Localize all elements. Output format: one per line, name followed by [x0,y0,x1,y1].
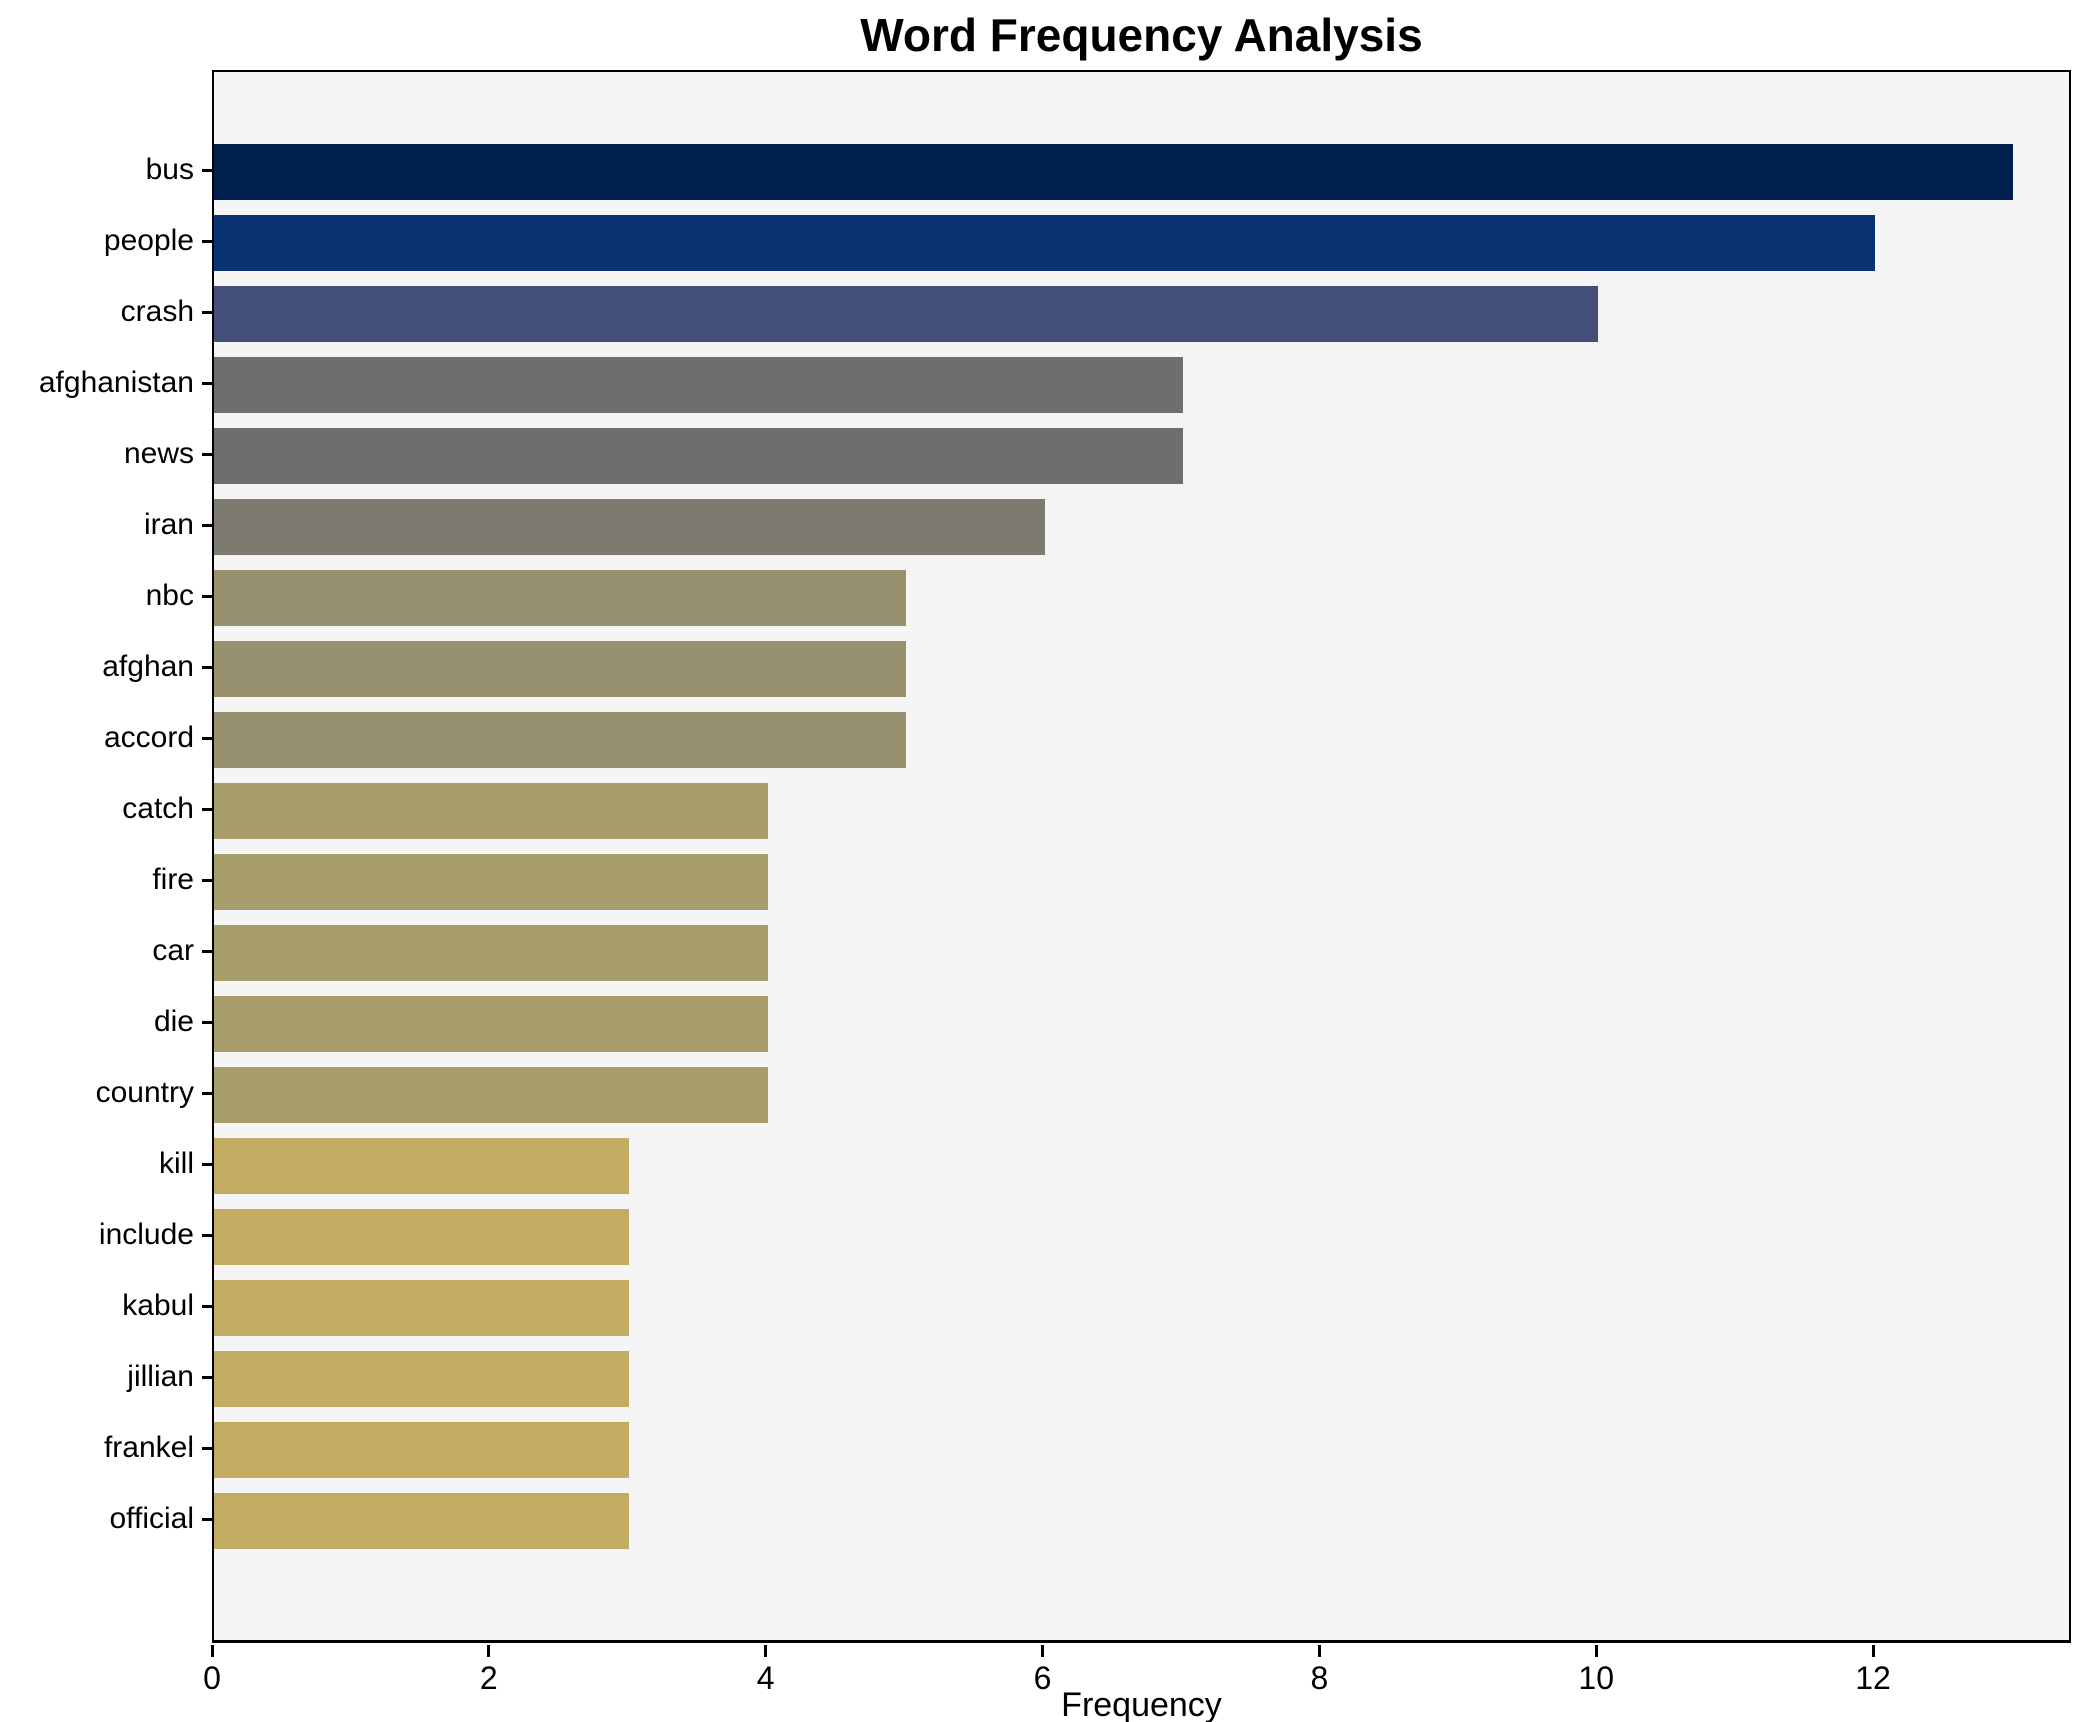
bar-crash [214,286,1598,342]
y-tick-label-kill: kill [159,1147,194,1180]
bar-die [214,996,768,1052]
y-tick-mark [202,737,212,740]
y-tick-label-frankel: frankel [103,1431,194,1464]
bar-catch [214,783,768,839]
x-tick-mark [1317,1645,1321,1657]
y-tick-label-car: car [152,934,194,967]
y-tick-label-bus: bus [145,153,194,186]
y-tick-label-people: people [103,224,194,257]
bar-frankel [214,1422,629,1478]
y-tick-mark [202,808,212,811]
y-tick-label-catch: catch [122,792,194,825]
y-tick-mark [202,1518,212,1521]
y-tick-mark [202,666,212,669]
x-tick-label: 0 [203,1660,221,1696]
y-tick-mark [202,1092,212,1095]
x-tick-label: 10 [1578,1660,1614,1696]
y-tick-mark [202,1234,212,1237]
y-tick-label-include: include [98,1218,194,1251]
bar-nbc [214,570,906,626]
y-tick-mark [202,1376,212,1379]
x-tick-label: 2 [479,1660,498,1696]
y-tick-label-kabul: kabul [122,1289,194,1322]
y-tick-mark [202,240,212,243]
bar-car [214,925,768,981]
x-tick-mark [764,1645,768,1657]
bar-afghanistan [214,357,1183,413]
bar-people [214,215,1875,271]
bar-include [214,1209,629,1265]
x-tick-mark [1871,1645,1875,1657]
y-tick-label-accord: accord [103,721,194,754]
y-tick-mark [202,950,212,953]
y-tick-label-die: die [153,1005,194,1038]
bar-official [214,1493,629,1549]
y-tick-mark [202,1447,212,1450]
bar-kill [214,1138,629,1194]
y-tick-mark [202,1163,212,1166]
y-tick-label-nbc: nbc [145,579,194,612]
y-tick-label-news: news [123,437,194,470]
bar-news [214,428,1183,484]
y-tick-label-official: official [109,1502,195,1535]
bar-kabul [214,1280,629,1336]
y-tick-mark [202,453,212,456]
x-tick-mark [1594,1645,1598,1657]
x-tick-label: 6 [1033,1660,1052,1696]
y-tick-mark [202,1021,212,1024]
bar-fire [214,854,768,910]
x-tick-mark [1041,1645,1045,1657]
x-axis-label: Frequency [1061,1686,1222,1722]
bar-iran [214,499,1045,555]
x-tick-mark [210,1645,214,1657]
plot-area [212,70,2071,1643]
y-tick-mark [202,311,212,314]
bar-accord [214,712,906,768]
x-tick-mark [487,1645,491,1657]
x-tick-label: 8 [1310,1660,1329,1696]
y-tick-mark [202,169,212,172]
x-tick-label: 4 [756,1660,775,1696]
y-tick-mark [202,524,212,527]
bar-bus [214,144,2013,200]
y-tick-label-jillian: jillian [127,1360,194,1393]
y-tick-mark [202,595,212,598]
y-tick-label-iran: iran [143,508,194,541]
y-tick-label-crash: crash [120,295,194,328]
y-tick-label-country: country [95,1076,194,1109]
y-tick-label-afghanistan: afghanistan [38,366,194,399]
y-tick-label-fire: fire [152,863,194,896]
bar-afghan [214,641,906,697]
y-tick-mark [202,1305,212,1308]
chart-title: Word Frequency Analysis [860,9,1423,61]
x-tick-label: 12 [1855,1660,1891,1696]
bar-jillian [214,1351,629,1407]
y-tick-mark [202,382,212,385]
y-tick-mark [202,879,212,882]
y-tick-label-afghan: afghan [102,650,194,683]
bar-country [214,1067,768,1123]
